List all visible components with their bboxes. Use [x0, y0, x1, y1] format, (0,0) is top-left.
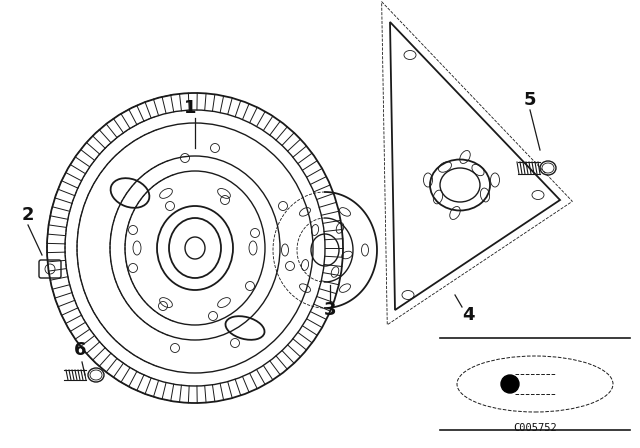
Text: 3: 3 [324, 301, 336, 319]
Text: 5: 5 [524, 91, 536, 109]
Text: 2: 2 [22, 206, 35, 224]
Text: 6: 6 [74, 341, 86, 359]
Circle shape [501, 375, 519, 393]
Text: 4: 4 [461, 306, 474, 324]
Text: C005752: C005752 [513, 423, 557, 433]
Text: 1: 1 [184, 99, 196, 117]
